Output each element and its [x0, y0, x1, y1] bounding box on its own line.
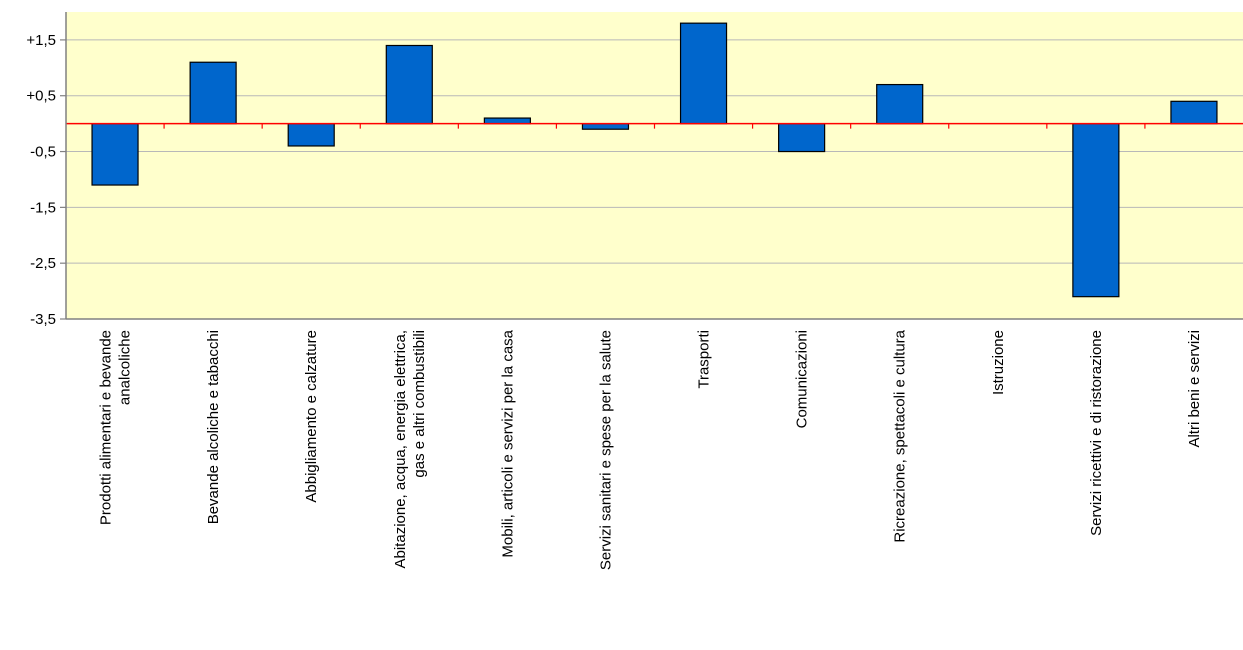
category-label: Trasporti [696, 330, 713, 389]
bar [1170, 100, 1218, 125]
bar [483, 117, 531, 125]
category-label: Servizi sanitari e spese per la salute [597, 330, 614, 570]
category-label-line: Abitazione, acqua, energia elettrica, [392, 330, 409, 568]
category-label: Servizi ricettivi e di ristorazione [1088, 330, 1105, 536]
bar [287, 123, 335, 147]
bar [778, 123, 826, 153]
bar [679, 22, 728, 125]
bar [385, 44, 433, 125]
bar [189, 61, 237, 125]
category-label-line: Servizi ricettivi e di ristorazione [1088, 330, 1105, 536]
category-label-line: gas e altri combustibili [411, 330, 428, 478]
category-label: Abitazione, acqua, energia elettrica, gas… [392, 330, 428, 568]
category-label: Altri beni e servizi [1186, 330, 1203, 448]
category-label-line: Trasporti [696, 330, 713, 389]
category-label: Mobili, articoli e servizi per la casa [499, 329, 516, 557]
bar [1072, 123, 1120, 298]
y-tick-label: -3,5 [30, 311, 56, 328]
category-label-line: Comunicazioni [794, 330, 811, 428]
category-label-line: Ricreazione, spettacoli e cultura [892, 329, 909, 542]
category-label-line: Prodotti alimentari e bevande [98, 330, 115, 525]
y-tick-label: -1,5 [30, 199, 56, 216]
category-label-line: Istruzione [990, 330, 1007, 395]
y-tick-label: -0,5 [30, 144, 56, 161]
category-label-line: analcoliche [117, 330, 134, 405]
category-label: Prodotti alimentari e bevande analcoliche [98, 330, 134, 525]
category-labels: Prodotti alimentari e bevande analcoliche… [98, 329, 1203, 570]
bar [91, 123, 139, 186]
y-tick-labels: +1,5 +0,5 -0,5 -1,5 -2,5 -3,5 [26, 32, 56, 328]
gridlines [66, 39, 1243, 264]
category-label-line: Bevande alcoliche e tabacchi [205, 330, 222, 524]
category-label: Istruzione [990, 330, 1007, 395]
y-tick-label: +1,5 [26, 32, 56, 49]
category-label: Abbigliamento e calzature [303, 330, 320, 503]
axes [60, 12, 1243, 320]
bars [91, 22, 1218, 298]
category-label: Ricreazione, spettacoli e cultura [892, 329, 909, 542]
category-label-line: Mobili, articoli e servizi per la casa [499, 329, 516, 557]
category-label-line: Abbigliamento e calzature [303, 330, 320, 503]
bar [876, 83, 924, 125]
y-tick-label: -2,5 [30, 255, 56, 272]
plot-area [66, 12, 1243, 319]
category-label: Bevande alcoliche e tabacchi [205, 330, 222, 524]
category-label-line: Servizi sanitari e spese per la salute [597, 330, 614, 570]
category-label-line: Altri beni e servizi [1186, 330, 1203, 448]
bar [581, 123, 630, 130]
y-tick-label: +0,5 [26, 88, 56, 105]
category-label: Comunicazioni [794, 330, 811, 428]
